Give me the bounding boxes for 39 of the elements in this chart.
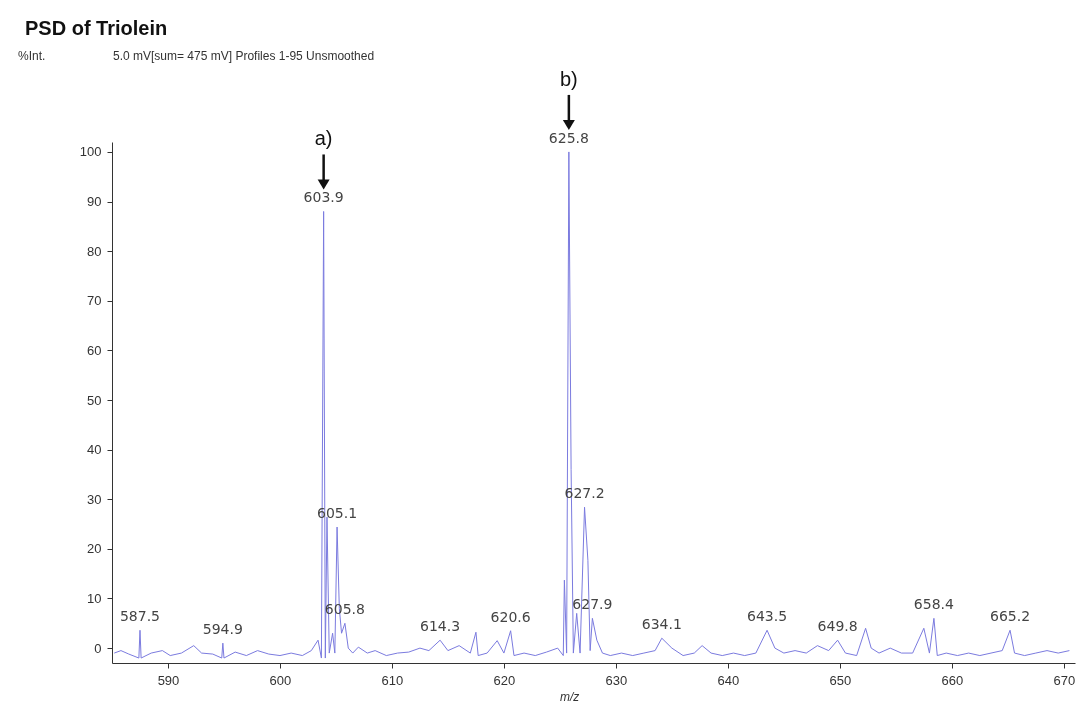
annotation: 625.8 bbox=[548, 129, 589, 146]
annotation: 594.9 bbox=[202, 621, 243, 638]
x-tick-label: 640 bbox=[717, 672, 740, 688]
x-tick-label: 670 bbox=[1053, 672, 1076, 688]
text: b) bbox=[559, 67, 578, 90]
x-tick-label: 620 bbox=[493, 672, 516, 688]
annotation: 587.5 bbox=[119, 608, 161, 625]
y-tick-label: 100 bbox=[79, 144, 102, 160]
x-tick-label: 660 bbox=[941, 672, 964, 688]
annotation: 665.2 bbox=[990, 608, 1031, 625]
x-tick-label: 600 bbox=[269, 672, 292, 688]
annotation: 605.1 bbox=[317, 505, 358, 522]
text: %Int. bbox=[18, 49, 46, 63]
x-tick-label: 590 bbox=[157, 672, 180, 688]
annotation: 614.3 bbox=[420, 618, 461, 635]
annotation: 643.5 bbox=[747, 608, 788, 625]
x-tick-label: 610 bbox=[381, 672, 404, 688]
annotation: 620.6 bbox=[490, 608, 531, 625]
y-tick-label: 30 bbox=[87, 491, 102, 507]
y-tick-label: 0 bbox=[94, 640, 102, 656]
line-series bbox=[113, 151, 1070, 659]
y-tick-label: 40 bbox=[87, 442, 102, 458]
y-tick-label: 20 bbox=[87, 541, 102, 557]
chart-title: PSD of Triolein bbox=[25, 17, 168, 39]
chart-subtitle: 5.0 mV[sum= 475 mV] Profiles 1-95 Unsmoothed bbox=[113, 49, 375, 63]
annotation: 634.1 bbox=[641, 616, 682, 633]
x-tick-label: 650 bbox=[829, 672, 852, 688]
x-axis-title: m/z bbox=[560, 690, 580, 704]
y-tick-label: 10 bbox=[87, 591, 102, 606]
y-tick-label: 80 bbox=[87, 243, 102, 259]
annotation: a) bbox=[314, 127, 333, 150]
y-tick-label: 60 bbox=[87, 342, 102, 358]
x-tick-label: 630 bbox=[605, 672, 628, 688]
annotation: 658.4 bbox=[913, 596, 955, 613]
annotation: 603.9 bbox=[303, 189, 344, 206]
annotation: 649.8 bbox=[817, 618, 858, 635]
y-tick-label: 70 bbox=[87, 293, 102, 309]
y-tick-label: 50 bbox=[87, 392, 102, 408]
y-tick-label: 90 bbox=[87, 194, 102, 210]
